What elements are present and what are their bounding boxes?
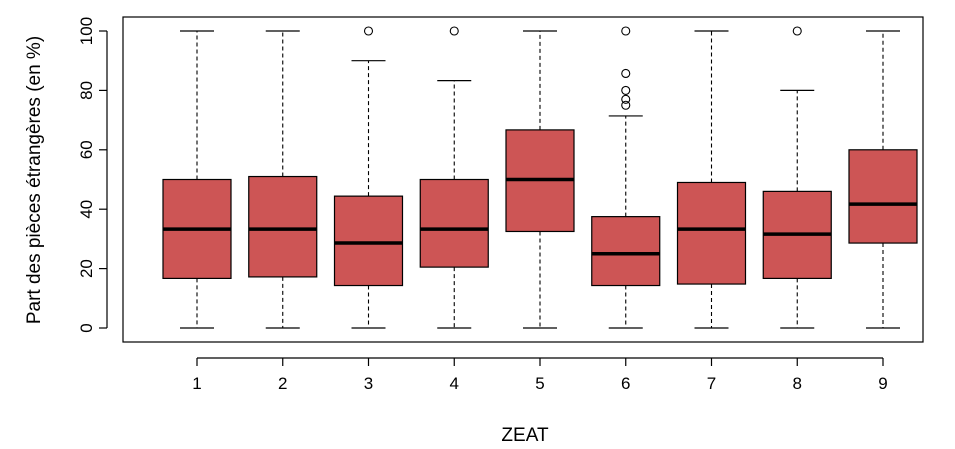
box-group-2 bbox=[248, 30, 318, 329]
box-group-3 bbox=[333, 26, 404, 329]
box-group-5 bbox=[505, 30, 575, 329]
box-9 bbox=[848, 149, 918, 244]
outlier-6-2 bbox=[621, 85, 631, 95]
box-6 bbox=[591, 216, 661, 287]
box-group-7 bbox=[676, 30, 747, 329]
y-tick-label-40: 40 bbox=[77, 200, 96, 219]
x-tick-label-2: 2 bbox=[278, 374, 287, 393]
box-group-1 bbox=[162, 30, 232, 329]
outlier-6-1 bbox=[621, 94, 631, 104]
box-7 bbox=[676, 181, 747, 285]
x-tick-label-4: 4 bbox=[450, 374, 459, 393]
box-3 bbox=[333, 195, 404, 287]
outlier-3-0 bbox=[363, 26, 374, 36]
y-tick-label-0: 0 bbox=[77, 323, 96, 332]
x-tick-label-7: 7 bbox=[707, 374, 716, 393]
y-tick-label-60: 60 bbox=[77, 140, 96, 159]
x-axis-label: ZEAT bbox=[501, 425, 549, 446]
x-tick-label-1: 1 bbox=[192, 374, 201, 393]
box-group-9 bbox=[848, 30, 918, 329]
outlier-8-0 bbox=[792, 26, 802, 36]
plot-frame bbox=[122, 16, 924, 343]
y-tick-label-100: 100 bbox=[77, 17, 96, 45]
box-2 bbox=[248, 175, 318, 278]
x-tick-label-5: 5 bbox=[535, 374, 544, 393]
y-axis-label: Part des pièces étrangères (en %) bbox=[24, 36, 45, 324]
y-tick-label-20: 20 bbox=[77, 259, 96, 278]
x-tick-label-6: 6 bbox=[621, 374, 630, 393]
outlier-6-0 bbox=[621, 100, 631, 110]
x-tick-label-9: 9 bbox=[878, 374, 887, 393]
boxes-group bbox=[162, 26, 918, 329]
x-tick-label-3: 3 bbox=[364, 374, 373, 393]
outlier-6-4 bbox=[621, 26, 631, 36]
y-axis: 0 20 40 60 80 100 bbox=[77, 17, 108, 333]
box-4 bbox=[419, 178, 489, 268]
box-group-4 bbox=[419, 26, 489, 329]
x-tick-label-8: 8 bbox=[793, 374, 802, 393]
box-group-6 bbox=[591, 26, 661, 329]
box-group-8 bbox=[762, 26, 832, 329]
y-tick-label-80: 80 bbox=[77, 81, 96, 100]
outlier-6-3 bbox=[621, 68, 631, 79]
x-axis: 1 2 3 4 5 6 7 8 9 bbox=[192, 357, 888, 393]
outlier-4-0 bbox=[449, 26, 459, 36]
